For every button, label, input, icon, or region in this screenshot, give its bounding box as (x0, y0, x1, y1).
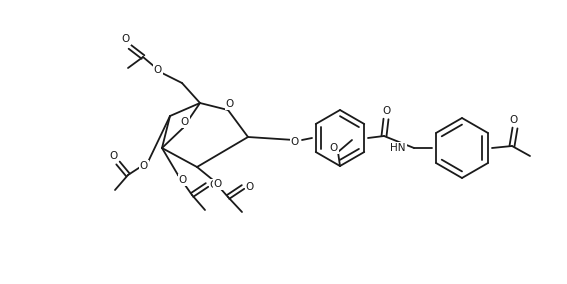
Text: O: O (122, 34, 130, 44)
Text: HN: HN (391, 143, 406, 153)
Text: O: O (179, 175, 187, 185)
Text: O: O (510, 115, 518, 125)
Text: O: O (291, 137, 299, 147)
Text: O: O (109, 151, 117, 161)
Text: O: O (181, 117, 189, 127)
Text: O: O (383, 106, 391, 116)
Text: O: O (210, 180, 218, 190)
Text: O: O (140, 161, 148, 171)
Text: O: O (330, 143, 338, 153)
Text: O: O (214, 179, 222, 189)
Text: O: O (154, 65, 162, 75)
Text: O: O (226, 99, 234, 109)
Text: O: O (246, 182, 254, 192)
